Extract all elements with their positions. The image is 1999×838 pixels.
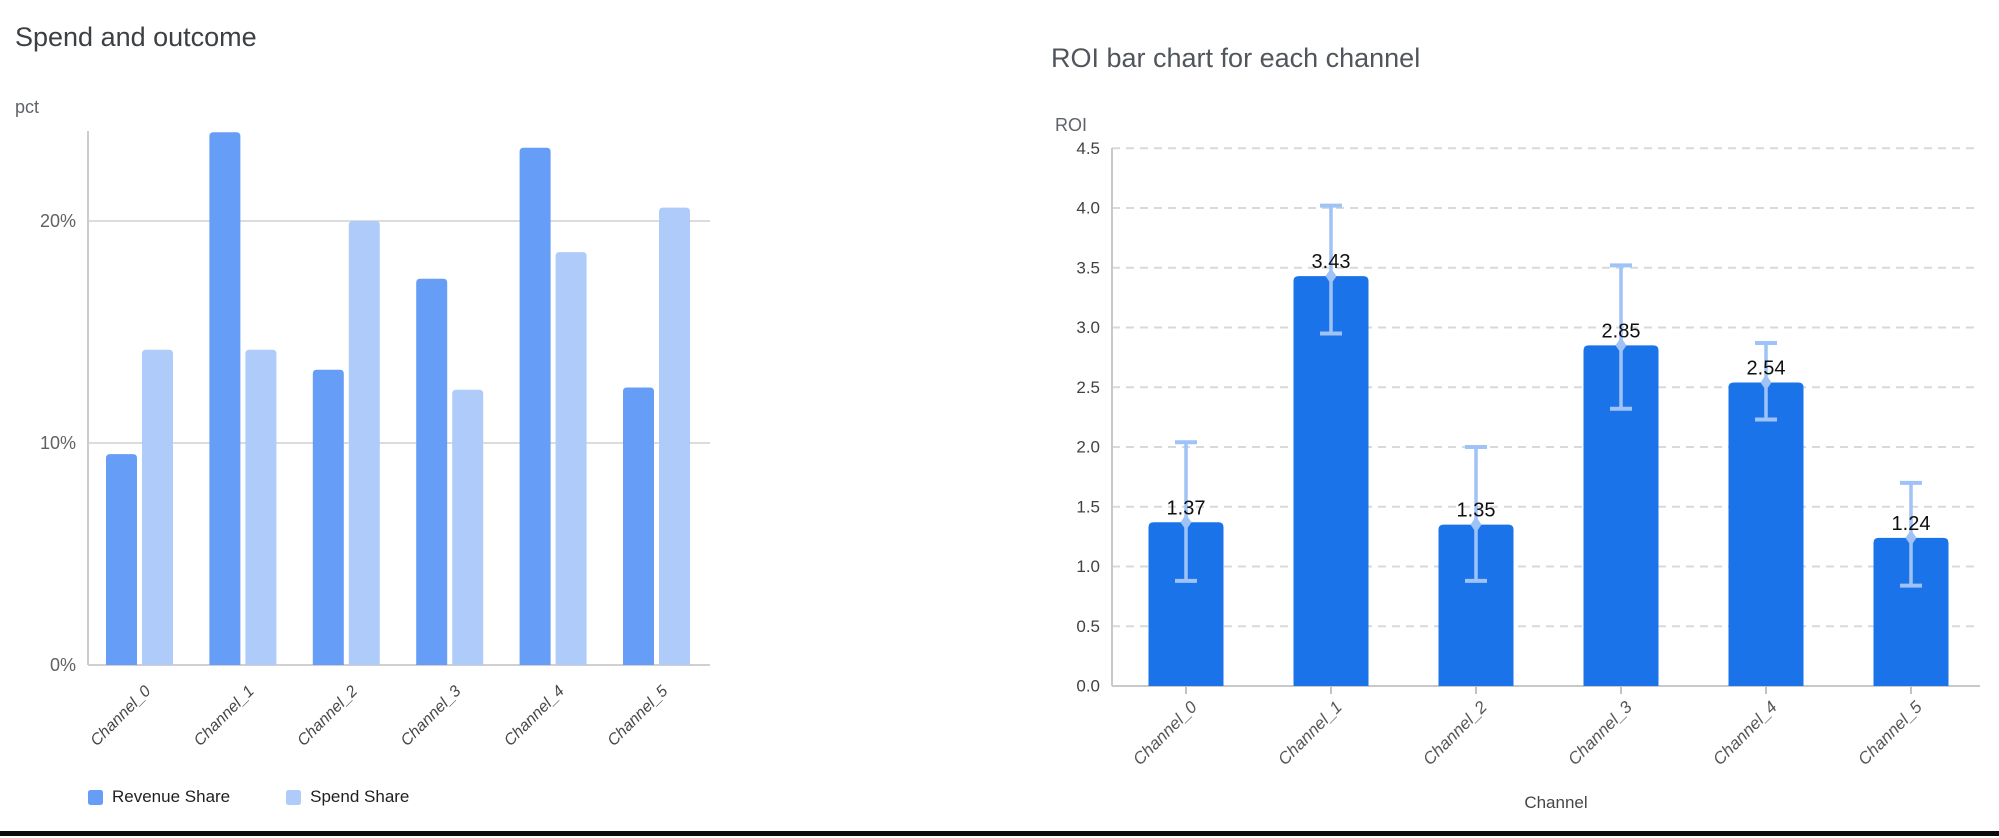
y-tick-label: 2.5 xyxy=(1076,378,1100,397)
error-bar-channel_4 xyxy=(1755,341,1777,422)
value-label-channel_0: 1.37 xyxy=(1167,497,1206,519)
roi-chart-title: ROI bar chart for each channel xyxy=(1051,43,1421,73)
bar-roi-channel_4[interactable] xyxy=(1728,382,1804,686)
spend-outcome-chart-title: Spend and outcome xyxy=(15,22,257,52)
value-label-channel_3: 2.85 xyxy=(1602,320,1641,342)
bottom-divider-rule xyxy=(0,831,1999,836)
y-tick-label: 1.0 xyxy=(1076,557,1100,576)
x-tick-label: Channel_3 xyxy=(1564,697,1636,769)
bar-revenue-share-channel_3[interactable] xyxy=(416,278,448,665)
y-tick-label: 3.5 xyxy=(1076,258,1100,277)
y-tick-label: 0% xyxy=(50,655,76,675)
roi-y-axis-unit-label: ROI xyxy=(1055,115,1088,135)
error-bar-channel_2 xyxy=(1465,445,1487,583)
legend-item-revenue-share: Revenue Share xyxy=(88,787,230,807)
error-bar-channel_0 xyxy=(1175,440,1197,583)
value-label-channel_4: 2.54 xyxy=(1747,357,1786,379)
spend-outcome-y-axis-unit-label: pct xyxy=(15,97,40,117)
bar-spend-share-channel_0[interactable] xyxy=(142,349,173,665)
value-label-channel_2: 1.35 xyxy=(1457,500,1496,522)
y-tick-label: 2.0 xyxy=(1076,438,1100,457)
error-bar-channel_1 xyxy=(1320,203,1342,336)
bar-roi-channel_2[interactable] xyxy=(1438,524,1514,686)
x-tick-label: Channel_2 xyxy=(1419,697,1491,769)
y-tick-label: 3.0 xyxy=(1076,318,1100,337)
y-tick-label: 1.5 xyxy=(1076,497,1100,516)
spend-outcome-legend: Revenue Share Spend Share xyxy=(88,787,409,807)
bar-spend-share-channel_3[interactable] xyxy=(452,389,484,665)
legend-label-revenue-share: Revenue Share xyxy=(112,787,231,806)
bar-roi-channel_5[interactable] xyxy=(1873,537,1949,686)
x-tick-label: Channel_0 xyxy=(1129,697,1201,769)
x-tick-label: Channel_1 xyxy=(1274,697,1346,769)
bar-spend-share-channel_1[interactable] xyxy=(245,349,277,665)
legend-item-spend-share: Spend Share xyxy=(286,787,409,807)
error-bar-channel_5 xyxy=(1900,480,1922,588)
bar-revenue-share-channel_4[interactable] xyxy=(519,147,551,666)
roi-x-axis-title: Channel xyxy=(1524,793,1588,812)
y-tick-label: 4.5 xyxy=(1076,139,1100,158)
bar-roi-channel_3[interactable] xyxy=(1583,345,1659,686)
value-label-channel_5: 1.24 xyxy=(1892,513,1931,535)
bar-roi-channel_0[interactable] xyxy=(1148,522,1224,686)
bar-revenue-share-channel_5[interactable] xyxy=(623,387,654,666)
legend-swatch-spend-share xyxy=(286,789,302,805)
bar-revenue-share-channel_0[interactable] xyxy=(106,454,137,665)
error-bar-channel_3 xyxy=(1610,263,1632,411)
y-tick-label: 10% xyxy=(40,433,76,453)
bar-spend-share-channel_5[interactable] xyxy=(659,207,690,665)
bar-revenue-share-channel_1[interactable] xyxy=(209,132,241,665)
legend-label-spend-share: Spend Share xyxy=(310,787,410,806)
bar-revenue-share-channel_2[interactable] xyxy=(312,369,344,665)
y-tick-label: 0.0 xyxy=(1076,677,1100,696)
legend-swatch-revenue-share xyxy=(88,789,103,805)
bar-roi-channel_1[interactable] xyxy=(1293,276,1369,686)
y-tick-label: 0.5 xyxy=(1076,617,1100,636)
value-label-channel_1: 3.43 xyxy=(1312,251,1351,273)
bar-spend-share-channel_4[interactable] xyxy=(555,252,587,665)
y-tick-label: 4.0 xyxy=(1076,199,1100,218)
y-tick-label: 20% xyxy=(40,211,76,231)
x-tick-label: Channel_5 xyxy=(1854,697,1926,769)
bar-spend-share-channel_2[interactable] xyxy=(348,221,380,665)
x-tick-label: Channel_4 xyxy=(1709,697,1781,769)
